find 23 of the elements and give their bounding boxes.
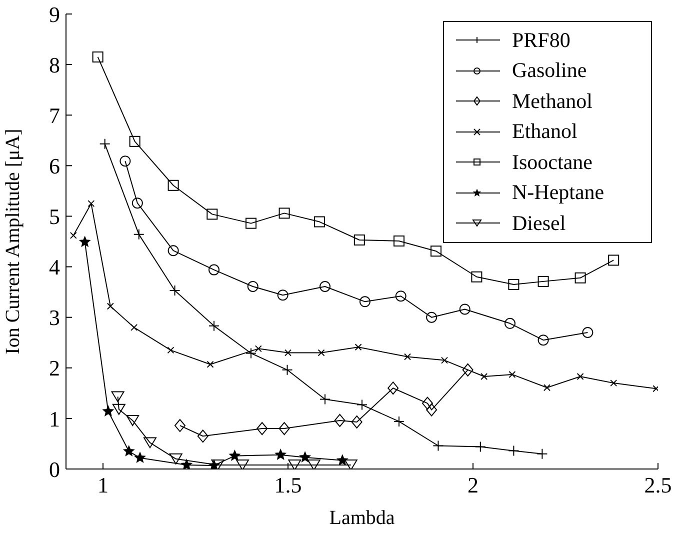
legend-label: PRF80 <box>512 28 570 53</box>
legend-label: Ethanol <box>512 119 578 144</box>
y-tick-label: 9 <box>49 2 60 27</box>
y-tick-label: 8 <box>49 52 60 78</box>
legend-label: Gasoline <box>512 58 587 84</box>
legend-label: Methanol <box>512 88 592 114</box>
x-tick-label: 2.5 <box>644 472 672 498</box>
y-tick-label: 2 <box>49 356 60 381</box>
legend-label: N-Heptane <box>512 180 604 206</box>
x-axis-title: Lambda <box>329 507 395 529</box>
legend-label: Diesel <box>512 210 566 236</box>
y-tick-label: 5 <box>49 204 60 230</box>
y-axis-title: Ion Current Amplitude [μA] <box>2 128 24 354</box>
x-tick-label: 2 <box>468 472 478 498</box>
y-tick-label: 4 <box>49 254 60 280</box>
y-tick-label: 1 <box>49 406 60 432</box>
y-tick-label: 0 <box>49 456 60 482</box>
x-tick-label: 1 <box>98 472 108 498</box>
y-tick-label: 6 <box>49 153 60 178</box>
y-tick-label: 7 <box>49 102 60 128</box>
y-tick-label: 3 <box>49 305 60 330</box>
x-tick-label: 1.5 <box>274 472 302 498</box>
legend-label: Isooctane <box>512 150 592 175</box>
